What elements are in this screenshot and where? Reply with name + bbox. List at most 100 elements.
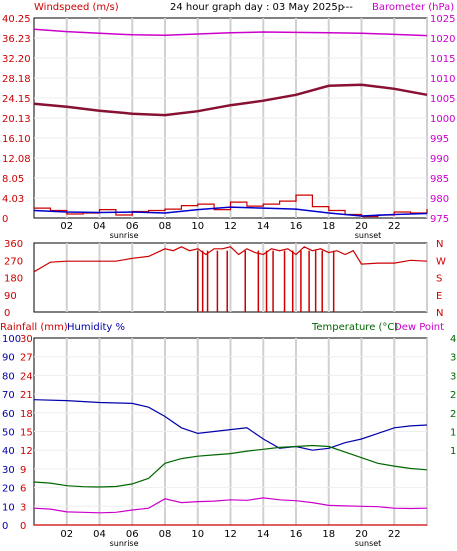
temperature-axis-label: Temperature (°C): [311, 322, 398, 333]
x-tick-label: 20: [355, 221, 368, 232]
y-tick-label: 32.20: [2, 54, 31, 65]
x-tick-label: 04: [93, 529, 106, 540]
y-tick-label: 60: [2, 409, 15, 420]
y-tick-label: 50: [2, 428, 15, 439]
y-tick-label: 1025: [430, 14, 455, 25]
y-tick-label: 24: [20, 371, 33, 382]
y-tick-label: 40.25: [2, 14, 31, 25]
x-tick-label: 10: [191, 221, 204, 232]
y-tick-label: 975: [430, 214, 449, 225]
y-tick-label: 0: [2, 521, 8, 532]
y-tick-label: 70: [2, 390, 15, 401]
y-tick-label: 9: [20, 465, 26, 476]
windspeed-axis-label: Windspeed (m/s): [34, 2, 119, 13]
compass-label: E: [436, 291, 442, 302]
sunset-label: sunset: [355, 539, 382, 548]
x-tick-label: 18: [322, 221, 335, 232]
x-tick-label: 14: [257, 529, 270, 540]
y-tick-label: 15: [20, 428, 33, 439]
y-tick-label: 100: [2, 334, 21, 345]
y-tick-label: 995: [430, 134, 449, 145]
y-tick-label: 360: [4, 239, 23, 250]
y-tick-label: 10: [2, 502, 15, 513]
wind-barometer-panel: 40.25 36.23 32.20 28.18 24.15 20.13 16.10 12.08…: [2, 14, 455, 240]
y-tick-label: 0: [20, 521, 26, 532]
x-tick-label: 22: [388, 221, 401, 232]
sunrise-label: sunrise: [110, 539, 139, 548]
pressure-trend-line: [33, 83, 428, 117]
y-tick-label: 90: [4, 291, 17, 302]
y-tick-label: 1020: [430, 34, 455, 45]
y-tick-label: 1: [450, 446, 456, 457]
y-tick-label: 27: [20, 353, 33, 364]
compass-label: N: [436, 308, 443, 319]
y-tick-label: 30: [20, 334, 33, 345]
y-tick-label: 0: [2, 214, 8, 225]
x-tick-label: 06: [126, 221, 139, 232]
y-tick-label: 2: [450, 390, 456, 401]
x-tick-label: 18: [322, 529, 335, 540]
humidity-axis-label: Humidity %: [67, 322, 125, 333]
y-tick-label: 980: [430, 194, 449, 205]
y-tick-label: 36.23: [2, 34, 31, 45]
x-tick-label: 06: [126, 529, 139, 540]
y-tick-label: 3: [20, 502, 26, 513]
y-tick-label: 3: [450, 371, 456, 382]
y-tick-label: 30: [2, 465, 15, 476]
y-tick-label: 24.15: [2, 94, 31, 105]
y-tick-label: 1: [450, 428, 456, 439]
y-tick-label: 4.03: [2, 194, 24, 205]
compass-label: S: [436, 274, 442, 285]
temperature-line: [33, 444, 428, 488]
barometer-axis-label: Barometer (hPa): [372, 2, 454, 13]
x-tick-label: 14: [257, 221, 270, 232]
y-tick-label: 180: [4, 274, 23, 285]
x-tick-label: 16: [290, 221, 303, 232]
y-tick-label: 6: [20, 484, 26, 495]
wind-average-line: [33, 206, 428, 217]
y-tick-label: 2: [450, 409, 456, 420]
y-tick-label: 270: [4, 256, 23, 267]
y-tick-label: 80: [2, 371, 15, 382]
y-tick-label: 4: [450, 334, 456, 345]
y-tick-label: 985: [430, 174, 449, 185]
compass-label: N: [436, 239, 443, 250]
dewpoint-line: [33, 497, 428, 514]
y-tick-label: 21: [20, 390, 33, 401]
y-tick-label: 16.10: [2, 134, 31, 145]
y-tick-label: 1005: [430, 94, 455, 105]
y-tick-label: 1015: [430, 54, 455, 65]
x-tick-label: 12: [224, 221, 237, 232]
x-tick-label: 10: [191, 529, 204, 540]
x-tick-label: 08: [159, 221, 172, 232]
wind-direction-line: [33, 246, 428, 273]
y-tick-label: 1000: [430, 114, 455, 125]
y-tick-label: 20.13: [2, 114, 31, 125]
y-tick-label: 12.08: [2, 154, 31, 165]
title-dashes: ---: [342, 2, 353, 13]
sunset-label: sunset: [355, 231, 382, 240]
y-tick-label: 990: [430, 154, 449, 165]
y-tick-label: 40: [2, 446, 15, 457]
dewpoint-axis-label: Dew Point: [394, 322, 444, 333]
rainfall-axis-label: Rainfall (mm): [0, 322, 68, 333]
compass-label: W: [436, 256, 446, 267]
x-tick-label: 02: [60, 221, 73, 232]
humidity-line: [33, 399, 428, 451]
y-tick-label: 18: [20, 409, 33, 420]
y-tick-label: 3: [450, 353, 456, 364]
y-tick-label: 90: [2, 353, 15, 364]
y-tick-label: 28.18: [2, 74, 31, 85]
y-tick-label: 8.05: [2, 174, 24, 185]
y-tick-label: 12: [20, 446, 33, 457]
y-tick-label: 20: [2, 484, 15, 495]
y-tick-label: 1010: [430, 74, 455, 85]
y-tick-label: 0: [4, 308, 10, 319]
rain-humidity-temperature-panel: 1009080706050403020100302724211815129630…: [2, 334, 456, 548]
x-tick-label: 16: [290, 529, 303, 540]
x-tick-label: 02: [60, 529, 73, 540]
graph-title: 24 hour graph day : 03 May 2025p: [170, 2, 344, 13]
x-tick-label: 12: [224, 529, 237, 540]
